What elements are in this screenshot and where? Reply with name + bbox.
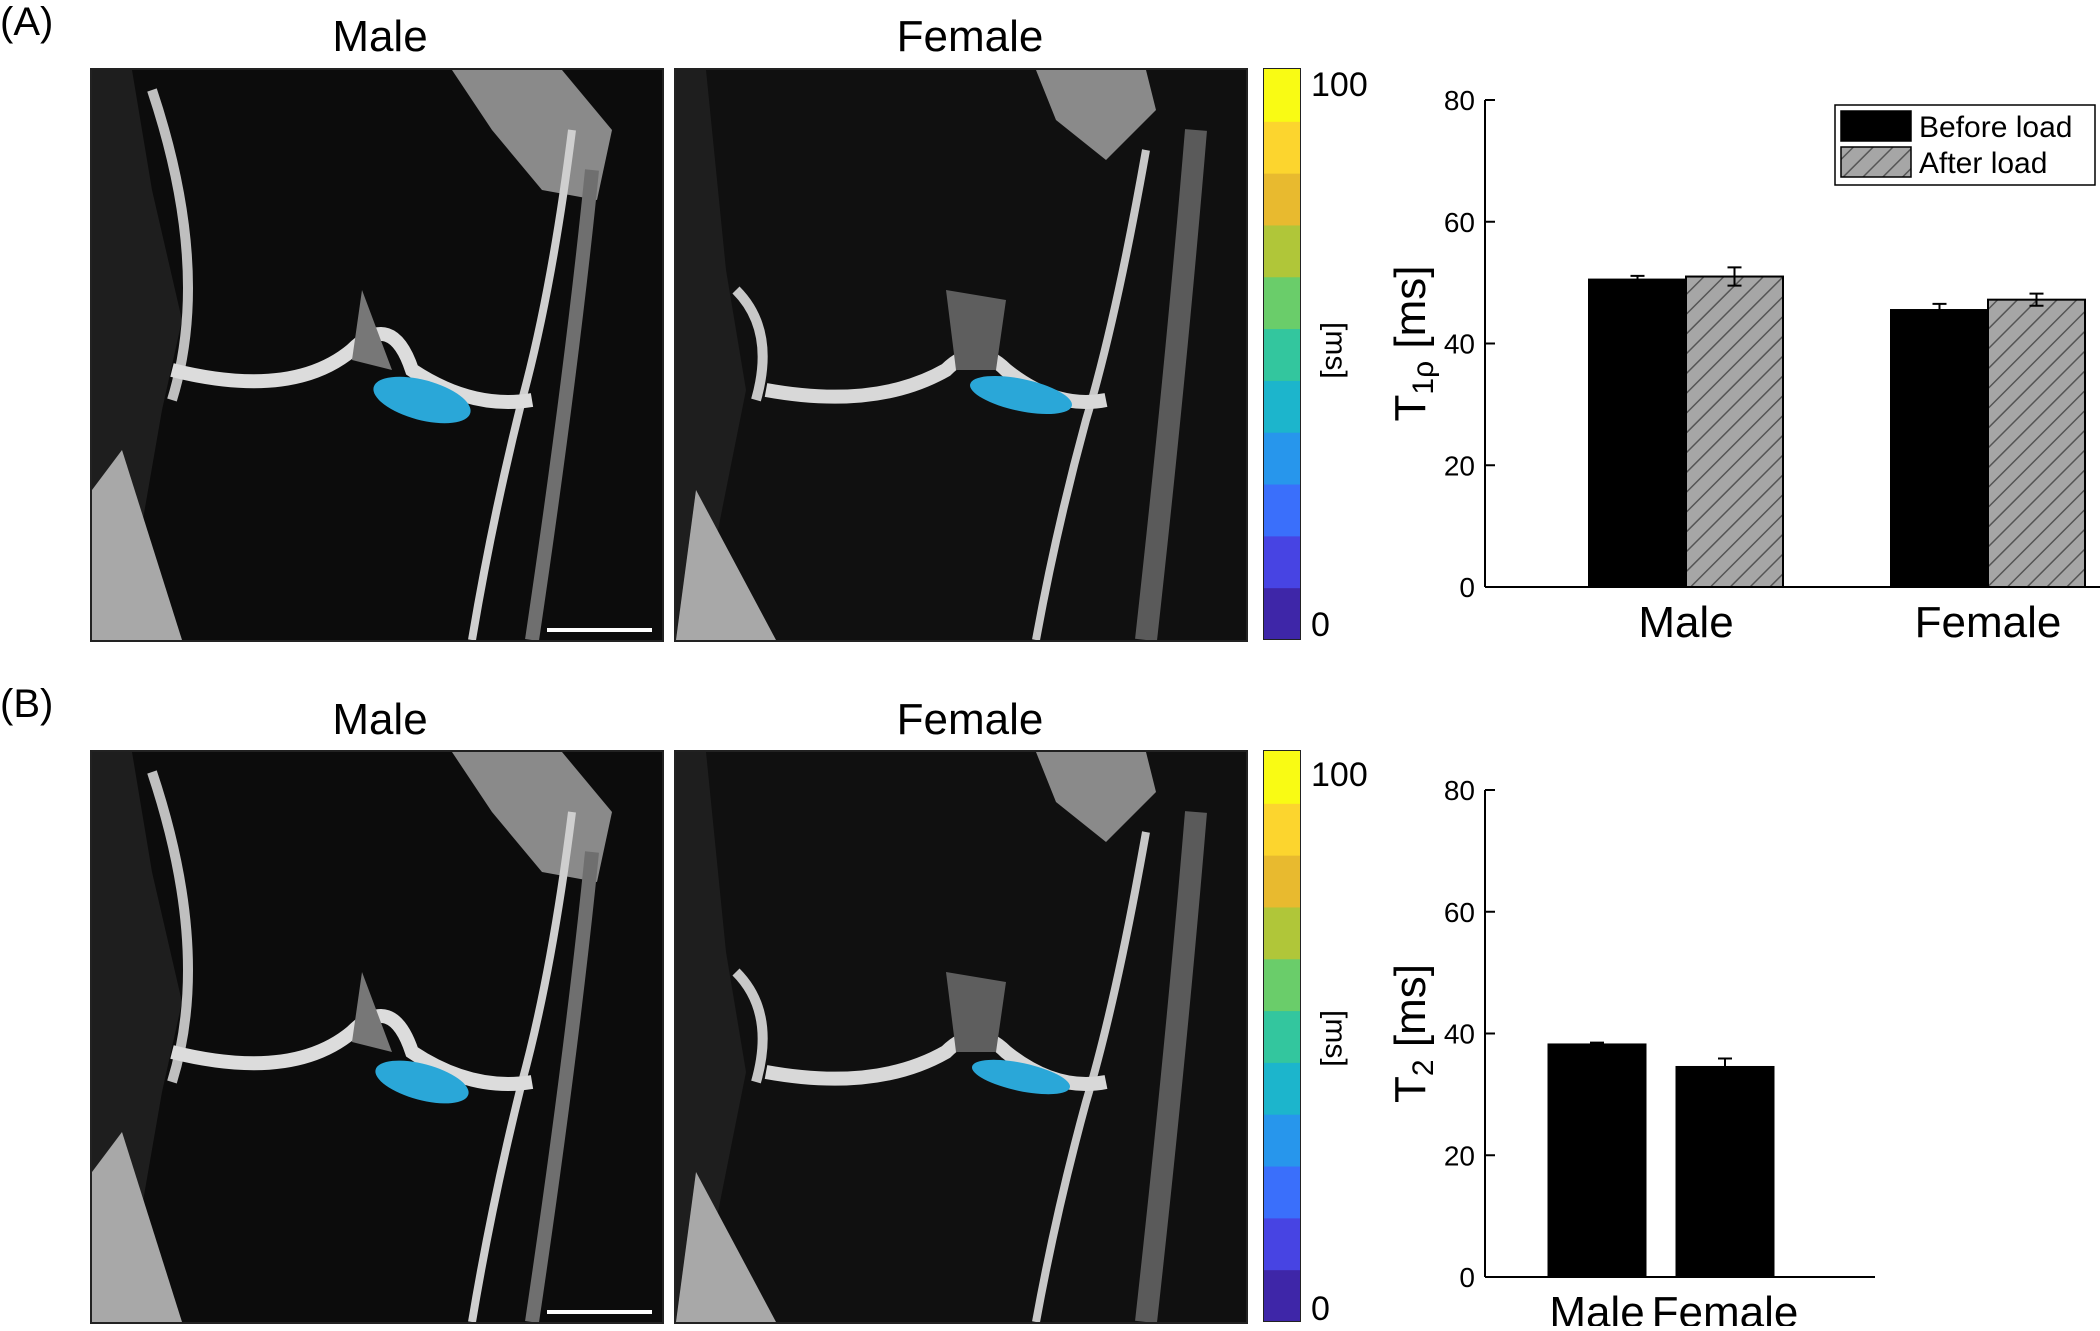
image-title-male-a: Male (332, 12, 428, 61)
legend-label: After load (1919, 147, 2047, 180)
legend-label: Before load (1919, 111, 2072, 144)
error-bar (2029, 292, 2044, 307)
error-bar (1718, 1057, 1732, 1077)
y-tick-label: 60 (1444, 897, 1475, 928)
bar (1547, 1043, 1647, 1278)
colorbar-segment (1264, 379, 1300, 433)
y-axis-label: T1ρ [ms] (1386, 266, 1440, 422)
bar (1675, 1065, 1775, 1279)
error-bar (1932, 302, 1947, 318)
bar (1987, 298, 2086, 588)
x-tick-label: Male (1638, 598, 1733, 647)
colorbar-segment (1264, 587, 1300, 640)
bar-chart-t1rho: 0 20 40 60 80 T1ρ [ms] Male Female Before load Af… (1385, 60, 2100, 665)
x-tick-label: Female (1915, 598, 2062, 647)
mri-image-male-a (90, 68, 664, 642)
y-tick-label: 20 (1444, 1140, 1475, 1171)
bar (1588, 278, 1687, 589)
colorbar-segment (1264, 1269, 1300, 1322)
mri-image-female-a (674, 68, 1248, 642)
colorbar-segment (1264, 483, 1300, 537)
y-tick-label: 20 (1444, 450, 1475, 481)
y-axis-label: T2 [ms] (1386, 964, 1440, 1103)
colorbar-max-b: 100 (1311, 756, 1368, 794)
legend-swatch (1840, 146, 1912, 178)
colorbar-segment (1264, 1061, 1300, 1115)
colorbar-max-a: 100 (1311, 66, 1368, 104)
colorbar-a (1263, 68, 1301, 640)
colorbar-segment (1264, 328, 1300, 381)
legend-swatch (1840, 110, 1912, 142)
image-title-female-b: Female (896, 695, 1044, 744)
bar (1685, 275, 1784, 588)
colorbar-segment (1264, 1010, 1300, 1063)
error-bar (1630, 274, 1645, 285)
image-title-female-a: Female (896, 12, 1044, 61)
y-tick-label: 40 (1444, 1019, 1475, 1050)
y-tick-label: 80 (1444, 775, 1475, 806)
panel-label-a: (A) (0, 0, 54, 44)
colorbar-segment (1264, 69, 1300, 122)
colorbar-segment (1264, 224, 1300, 278)
panel-label-b: (B) (0, 682, 54, 726)
colorbar-segment (1264, 172, 1300, 226)
image-title-male-b: Male (332, 695, 428, 744)
colorbar-segment (1264, 431, 1300, 485)
colorbar-segment (1264, 958, 1300, 1012)
mri-image-male-b (90, 750, 664, 1324)
bar-chart-t2: 0 20 40 60 80 T2 [ms] Male Female (1385, 742, 2100, 1331)
y-tick-label: 60 (1444, 207, 1475, 238)
y-tick-label: 0 (1459, 1262, 1475, 1293)
x-tick-label: Male (1549, 1288, 1644, 1326)
colorbar-segment (1264, 276, 1300, 330)
colorbar-unit-a: [ms] (1319, 322, 1352, 379)
error-bar (1727, 266, 1742, 287)
colorbar-min-a: 0 (1311, 606, 1330, 644)
colorbar-segment (1264, 854, 1300, 908)
colorbar-min-b: 0 (1311, 1290, 1330, 1328)
x-tick-label: Female (1652, 1288, 1799, 1326)
colorbar-segment (1264, 120, 1300, 174)
y-tick-label: 80 (1444, 85, 1475, 116)
colorbar-segment (1264, 1165, 1300, 1219)
colorbar-unit-b: [ms] (1319, 1010, 1352, 1067)
colorbar-segment (1264, 802, 1300, 856)
error-bar (1590, 1041, 1604, 1048)
y-tick-label: 0 (1459, 572, 1475, 603)
colorbar-segment (1264, 1217, 1300, 1271)
colorbar-b (1263, 750, 1301, 1322)
mri-image-female-b (674, 750, 1248, 1324)
colorbar-segment (1264, 1113, 1300, 1167)
bar (1890, 309, 1989, 589)
colorbar-segment (1264, 751, 1300, 804)
colorbar-segment (1264, 535, 1300, 589)
colorbar-segment (1264, 906, 1300, 960)
y-tick-label: 40 (1444, 329, 1475, 360)
